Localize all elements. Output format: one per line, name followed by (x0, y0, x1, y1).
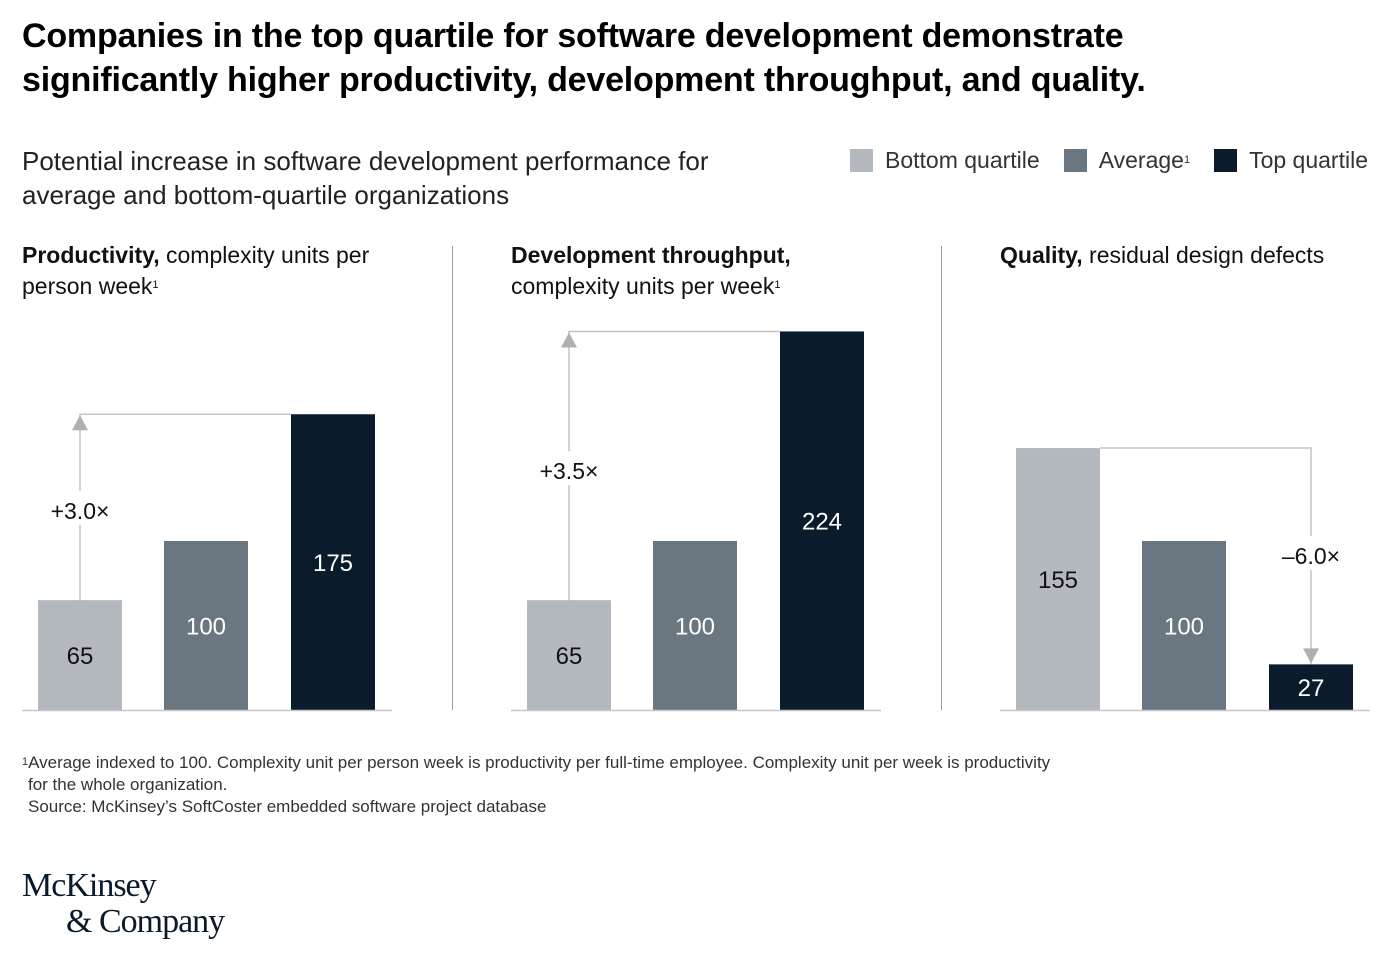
legend-swatch-average (1063, 149, 1087, 172)
footnote-text: Average indexed to 100. Complexity unit … (28, 753, 1051, 772)
arrow-up-icon (561, 332, 577, 348)
bar-bottom-quartile (527, 600, 611, 710)
arrow-down-icon (1303, 648, 1319, 664)
panel-title-bold: Quality, (1000, 242, 1083, 268)
bar-value-label: 175 (313, 550, 353, 577)
panel-title-bold: Productivity, (22, 242, 160, 268)
annotation-label: –6.0× (1282, 543, 1340, 569)
legend-label: Average (1098, 147, 1184, 173)
legend-swatch-bottom-quartile (849, 149, 873, 172)
annotation-guide-line (568, 330, 780, 601)
legend: Bottom quartile Average 1 Top quartile (826, 147, 1368, 174)
annotation-guide-line (79, 413, 291, 601)
footnote-marker: 1 (1183, 153, 1191, 166)
source-note: Source: McKinsey’s SoftCoster embedded s… (28, 797, 547, 816)
legend-item-top-quartile: Top quartile (1214, 147, 1368, 174)
panel-title-productivity: Productivity, complexity units per perso… (22, 240, 412, 302)
mckinsey-logo: McKinsey & Company (22, 867, 225, 940)
legend-item-average: Average 1 (1063, 147, 1191, 174)
bar-top-quartile (291, 414, 375, 710)
arrow-up-icon (72, 415, 88, 431)
footnote-line-2: for the whole organization. (28, 775, 228, 794)
annotation-label: +3.0× (51, 498, 110, 524)
bar-value-label: 65 (67, 643, 94, 670)
bar-value-label: 155 (1038, 567, 1078, 594)
bar-average (164, 541, 248, 710)
panel-divider (452, 246, 453, 710)
panel-title-bold: Development throughput, (511, 242, 791, 268)
panel-title-quality: Quality, residual design defects (1000, 240, 1390, 271)
footnote: 1Average indexed to 100. Complexity unit… (22, 752, 1222, 818)
bar-value-label: 100 (1164, 614, 1204, 641)
legend-label: Bottom quartile (884, 147, 1040, 173)
footnote-marker: 1 (774, 279, 781, 291)
panel-divider (941, 246, 942, 710)
legend-swatch-top-quartile (1214, 149, 1238, 172)
logo-line-2: & Company (66, 903, 225, 940)
bar-bottom-quartile (38, 600, 122, 710)
chart-subtitle: Potential increase in software developme… (22, 146, 709, 210)
bar-value-label: 100 (675, 614, 715, 641)
bar-average (1142, 541, 1226, 710)
bar-value-label: 100 (186, 614, 226, 641)
footnote-line-1: 1Average indexed to 100. Complexity unit… (22, 752, 1222, 774)
annotation-guide-line (1100, 447, 1312, 665)
bar-top-quartile (1269, 664, 1353, 710)
legend-item-bottom-quartile: Bottom quartile (849, 147, 1040, 174)
bar-average (653, 541, 737, 710)
panel-title-throughput: Development throughput, complexity units… (511, 240, 841, 302)
legend-label: Top quartile (1249, 147, 1368, 173)
logo-line-1: McKinsey (22, 867, 157, 904)
bar-bottom-quartile (1016, 448, 1100, 710)
panel-title-rest: complexity units per person week (22, 242, 370, 299)
bar-value-label: 65 (556, 643, 583, 670)
bar-top-quartile (780, 331, 864, 710)
annotation-label-bg (527, 451, 611, 486)
chart-title: Companies in the top quartile for softwa… (22, 17, 1146, 99)
bar-value-label: 27 (1298, 675, 1325, 702)
footnote-marker: 1 (22, 756, 29, 768)
annotation-label-bg (38, 490, 122, 525)
annotation-label: +3.5× (540, 458, 599, 484)
footnote-marker: 1 (152, 279, 159, 291)
panel-title-rest: complexity units per week (511, 273, 775, 299)
annotation-label-bg (1269, 536, 1353, 571)
bar-value-label: 224 (802, 509, 842, 536)
panel-title-rest: residual design defects (1082, 242, 1325, 268)
